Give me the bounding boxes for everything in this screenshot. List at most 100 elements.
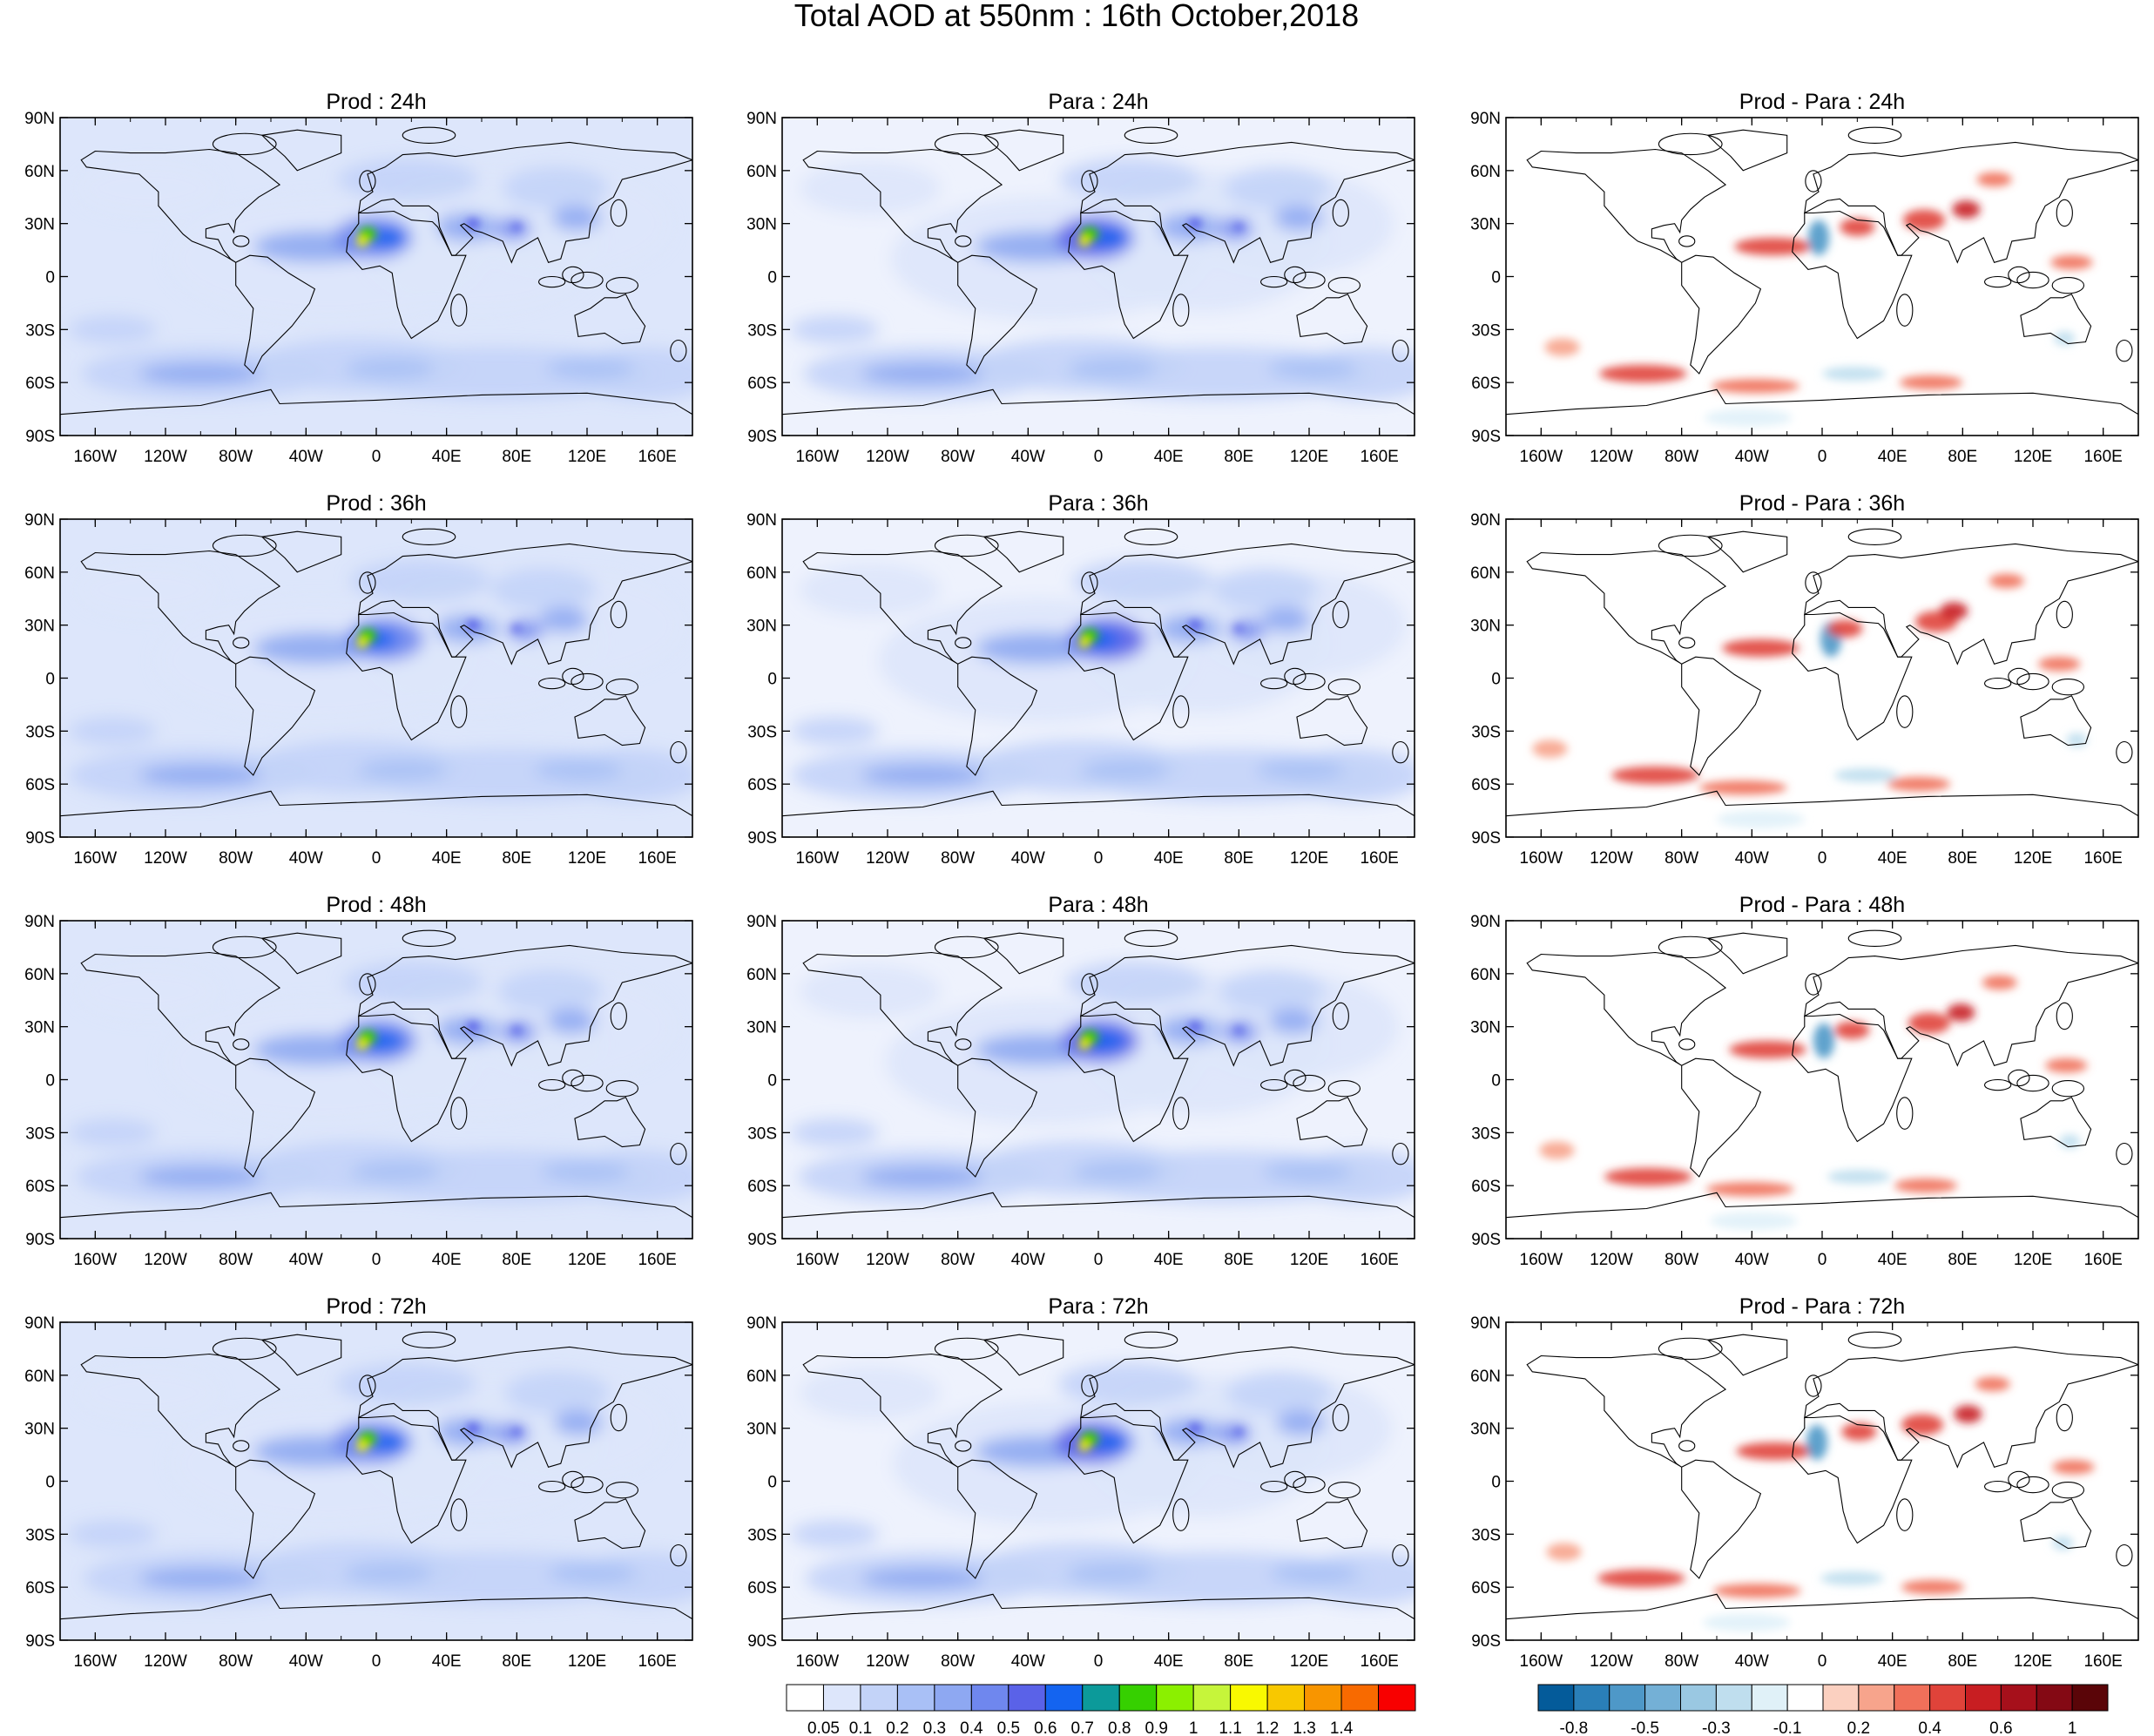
lat-tick-label: 0 [1491,1474,1501,1492]
colorbar: -0.8 -0.5 -0.3 -0.1 0.2 0.4 0.6 1 [1537,1684,2109,1736]
colorbar-label: 0.4 [960,1719,983,1736]
lon-tick-label: 160E [638,1251,676,1269]
continent-outline [235,1459,316,1579]
field-layer [1506,921,2138,1239]
field-layer [1506,118,2138,436]
colorbar-swatch [2036,1684,2073,1712]
aod-contour-region [78,964,219,1018]
lat-tick-label: 0 [767,1072,777,1091]
lon-tick-label: 80W [219,448,253,466]
coastlines [60,929,692,1239]
lon-tick-label: 120W [144,1251,187,1269]
island-outline [2016,271,2049,289]
lon-tick-label: 40E [1878,448,1908,466]
colorbar-label: 1 [2068,1719,2077,1736]
lat-tick-label: 90N [1470,1314,1501,1333]
lon-tick-label: 160E [2083,849,2122,868]
colorbar-swatch [1858,1684,1895,1712]
island-outline [233,637,250,649]
aod-contour-region [138,1165,262,1188]
island-outline [212,936,277,959]
continent-outline [782,1593,1415,1640]
colorbar-swatch [970,1684,1009,1712]
island-outline [1081,973,1098,996]
aod-contour-region [1158,1417,1222,1446]
aod-contour-region [1057,1362,1199,1406]
lon-tick-label: 120W [144,448,187,466]
island-outline [1805,170,1822,193]
island-outline [537,1078,566,1091]
continent-outline [782,388,1415,436]
diff-contour-region [1940,602,1968,620]
island-outline [1081,1375,1098,1397]
island-outline [670,1543,687,1567]
lon-tick-label: 120E [568,1652,606,1671]
aod-hotspot [511,1026,523,1034]
aod-hotspot [356,1440,368,1452]
aod-hotspot [1187,619,1202,631]
lat-tick-label: 30S [25,1125,55,1143]
island-outline [212,132,277,156]
lat-tick-label: 60N [1470,564,1501,583]
aod-contour-region [791,315,879,344]
island-outline [1392,1543,1409,1567]
aod-hotspot [1233,625,1245,632]
island-outline [1658,1337,1723,1361]
island-outline [1847,929,1902,947]
field-layer [1506,519,2138,837]
continent-outline [260,129,342,172]
lat-tick-label: 0 [767,671,777,689]
field-layer [782,1322,1415,1640]
lon-tick-label: 160W [1520,849,1563,868]
colorbar-label: 0.6 [1034,1719,1057,1736]
aod-contour-region [78,161,219,215]
lon-tick-label: 0 [1818,448,1827,466]
continent-outline [60,790,692,837]
coastlines [1506,929,2138,1239]
aod-contour-region [534,759,623,781]
coastlines [1506,126,2138,436]
lon-tick-label: 0 [372,849,382,868]
aod-contour-region [436,1016,500,1044]
island-outline [2056,199,2073,227]
lat-tick-label: 60S [25,1579,55,1598]
diff-contour-region [2045,1058,2088,1073]
continent-outline [235,1057,316,1178]
island-outline [670,1142,687,1165]
lon-tick-label: 0 [1818,849,1827,868]
island-outline [1259,1078,1288,1091]
aod-contour-region [138,362,262,385]
lon-tick-label: 40E [432,1251,462,1269]
lat-tick-label: 60S [25,1178,55,1196]
island-outline [2116,1543,2133,1567]
colorbar-swatch [1156,1684,1194,1712]
island-outline [1896,1498,1914,1531]
continent-outline [1681,254,1762,375]
continent-outline [1792,1013,1913,1143]
island-outline [1896,695,1914,728]
lat-tick-label: 90S [1471,1231,1501,1249]
island-outline [2051,678,2085,696]
lon-tick-label: 40E [1878,1652,1908,1671]
island-outline [1327,276,1361,294]
continent-outline [60,1593,692,1640]
continent-outline [1526,550,1727,665]
lon-tick-label: 160W [74,1251,118,1269]
lon-tick-label: 40W [289,1652,323,1671]
coastlines [782,929,1415,1239]
diff-background-fill [1506,1322,2138,1640]
aod-hotspot [1233,223,1245,231]
diff-contour-region [1899,375,1963,390]
continent-outline [1506,388,2138,436]
field-layer [782,118,1415,436]
aod-contour-region [1071,559,1213,603]
island-outline [1124,528,1178,545]
coastlines [60,528,692,837]
lon-tick-label: 80E [502,448,531,466]
lon-tick-label: 160W [74,1652,118,1671]
aod-contour-region [861,1567,984,1590]
diff-contour-region [1952,200,1981,219]
lon-tick-label: 160W [796,1251,840,1269]
aod-contour-region [503,166,609,210]
lon-tick-label: 40W [1735,1652,1769,1671]
